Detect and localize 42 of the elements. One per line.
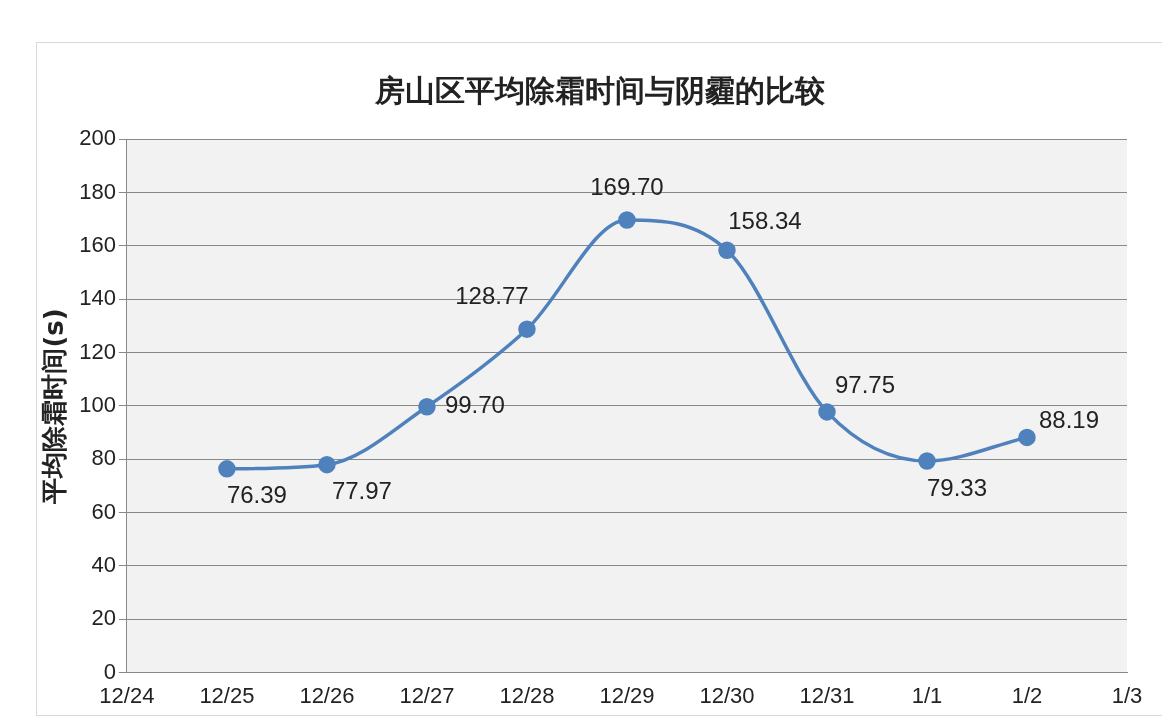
point [618, 211, 636, 229]
y-tick-label: 140 [79, 285, 116, 311]
y-tick-label: 160 [79, 231, 116, 257]
text: 79.33 [926, 473, 988, 501]
y-tick-label: 200 [79, 125, 116, 151]
x-tick-label: 12/26 [299, 682, 355, 708]
y-tick-label: 0 [103, 658, 116, 684]
y-tick-label: 100 [79, 391, 116, 417]
point [1018, 428, 1036, 447]
chart-title: 房山区平均除霜时间与阴霾的比较 [374, 72, 826, 110]
point [818, 403, 836, 421]
x-tick-label: 1/1 [911, 682, 943, 708]
x-tick-label: 1/2 [1011, 682, 1043, 708]
y-tick-label: 80 [91, 445, 116, 471]
x-tick-label: 12/24 [99, 682, 155, 708]
text: 76.39 [226, 481, 287, 509]
y-tick-label: 120 [79, 338, 116, 364]
point [318, 455, 336, 474]
x-tick-label: 12/31 [799, 682, 855, 708]
text: 97.75 [834, 370, 895, 398]
x-tick-label: 12/28 [499, 682, 555, 708]
text: 88.19 [1038, 406, 1100, 434]
point [518, 320, 536, 338]
y-tick-label: 180 [79, 178, 116, 204]
x-tick-label: 12/30 [699, 682, 755, 708]
x-tick-label: 12/27 [399, 682, 455, 708]
text: 77.97 [331, 477, 392, 505]
y-axis-title: 平均除霜时间(s) [39, 308, 70, 505]
y-tick-label: 20 [91, 605, 116, 631]
text: 158.34 [728, 206, 802, 234]
x-tick-label: 12/25 [199, 682, 255, 708]
text: 169.70 [590, 172, 664, 200]
point [918, 452, 936, 470]
point [418, 397, 436, 416]
point [718, 241, 736, 260]
x-tick-label: 12/29 [599, 682, 655, 708]
y-tick-label: 60 [91, 498, 116, 524]
text: 99.70 [444, 391, 505, 419]
point [218, 460, 236, 478]
text: 128.77 [455, 281, 529, 309]
x-tick-label: 1/3 [1111, 682, 1143, 708]
y-tick-label: 40 [91, 551, 116, 577]
